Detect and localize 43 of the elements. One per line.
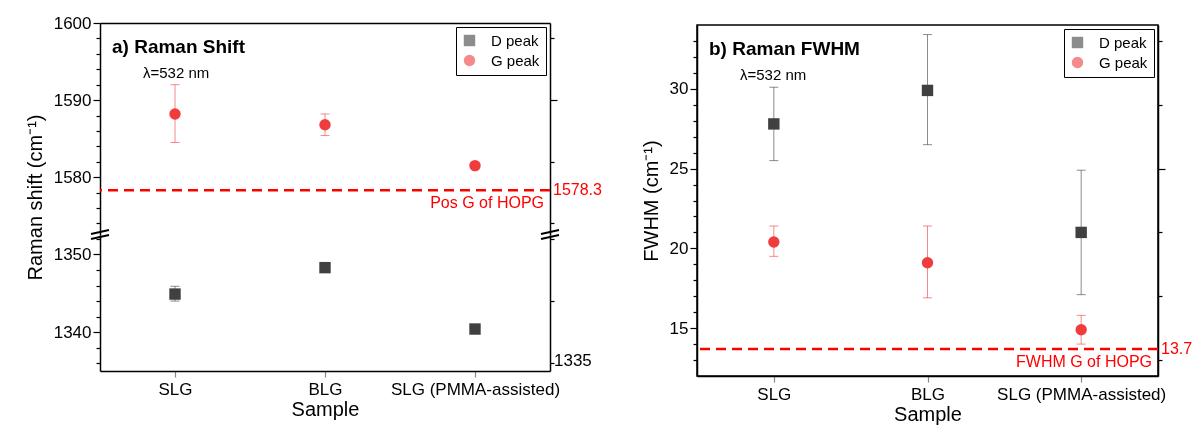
y-tick-label: 1600 [53, 13, 92, 33]
y-tick-label: 25 [669, 159, 689, 179]
y-tick-label: 15 [669, 318, 689, 338]
y-axis-title: Raman shift (cm⁻¹) [23, 114, 46, 281]
x-axis-title: Sample [894, 402, 962, 425]
text: 1578.3 [553, 181, 603, 199]
y-tick-label: 1580 [53, 167, 92, 187]
point [768, 118, 780, 130]
y-axis-title: FWHM (cm⁻¹) [639, 140, 662, 262]
text: a) Raman Shift [112, 36, 246, 57]
x-tick-label: SLG [757, 384, 792, 404]
point [169, 108, 181, 120]
point [319, 261, 331, 274]
legend-label: D peak [491, 31, 540, 49]
x-tick-label: BLG [308, 379, 343, 399]
x-tick-label: SLG [158, 379, 193, 399]
x-tick-label: BLG [910, 384, 946, 404]
legend-label: D peak [1099, 33, 1148, 51]
legend-label: G peak [491, 51, 540, 69]
text: 1335 [554, 351, 592, 370]
text: b) Raman FWHM [709, 38, 860, 59]
point [1075, 324, 1087, 336]
y-tick-label: 30 [669, 79, 689, 99]
ref-line-label: Pos G of HOPG [430, 194, 544, 212]
y-tick-label: 20 [669, 238, 689, 258]
point [921, 84, 934, 97]
point [469, 159, 481, 172]
legend-label: G peak [1099, 53, 1148, 71]
x-tick-label: SLG (PMMA-assisted) [390, 379, 561, 399]
point [469, 323, 481, 335]
y-tick-label: 1350 [53, 244, 92, 264]
y-tick-label: 1340 [53, 322, 92, 342]
point [768, 236, 780, 248]
point [319, 119, 331, 131]
point [1075, 226, 1087, 239]
ref-line-label: FWHM G of HOPG [1016, 352, 1152, 370]
y-tick-label: 1590 [53, 90, 92, 110]
annotation: λ=532 nm [143, 64, 210, 81]
x-tick-label: SLG (PMMA-assisted) [997, 384, 1167, 404]
x-axis-title: Sample [291, 397, 360, 420]
annotation: λ=532 nm [740, 66, 807, 83]
point [921, 257, 934, 269]
text: 13.7 [1161, 339, 1192, 357]
